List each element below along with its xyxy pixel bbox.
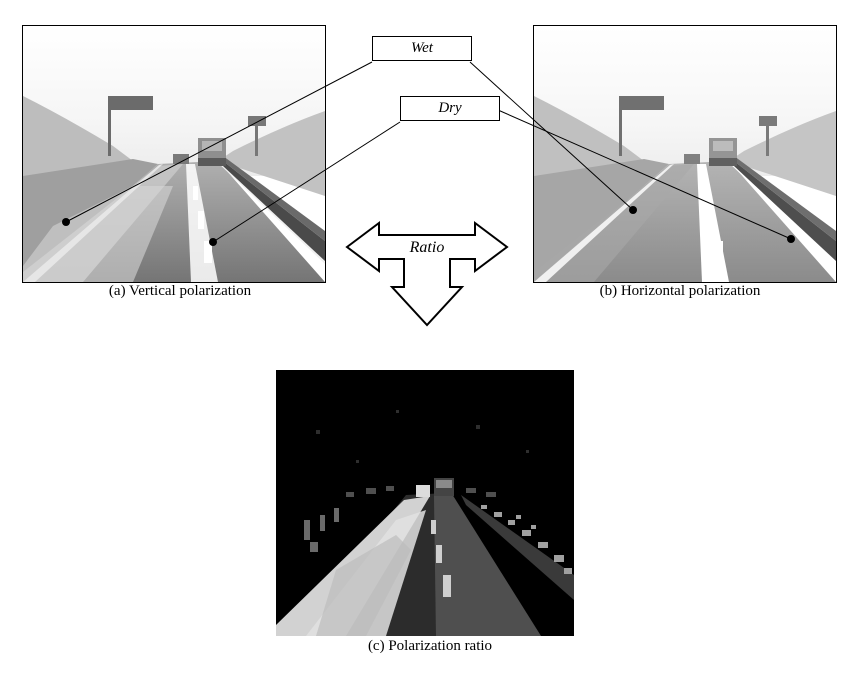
ratio-scene-svg <box>276 370 574 636</box>
caption-b: (b) Horizontal polarization <box>590 283 770 300</box>
image-a-vertical-polarization <box>22 25 326 283</box>
caption-c: (c) Polarization ratio <box>355 638 505 655</box>
caption-c-text: (c) Polarization ratio <box>368 638 492 654</box>
caption-a: (a) Vertical polarization <box>100 283 260 300</box>
label-dry: Dry <box>400 96 500 121</box>
caption-b-text: (b) Horizontal polarization <box>600 283 761 299</box>
road-scene-b-svg <box>534 26 836 282</box>
label-dry-text: Dry <box>438 100 461 116</box>
image-b-horizontal-polarization <box>533 25 837 283</box>
label-wet-text: Wet <box>411 40 433 56</box>
label-wet: Wet <box>372 36 472 61</box>
image-c-polarization-ratio <box>276 370 574 636</box>
caption-a-text: (a) Vertical polarization <box>109 283 251 299</box>
ratio-arrow-icon <box>347 223 507 325</box>
ratio-label-text: Ratio <box>409 239 445 256</box>
road-scene-a-svg <box>23 26 325 282</box>
